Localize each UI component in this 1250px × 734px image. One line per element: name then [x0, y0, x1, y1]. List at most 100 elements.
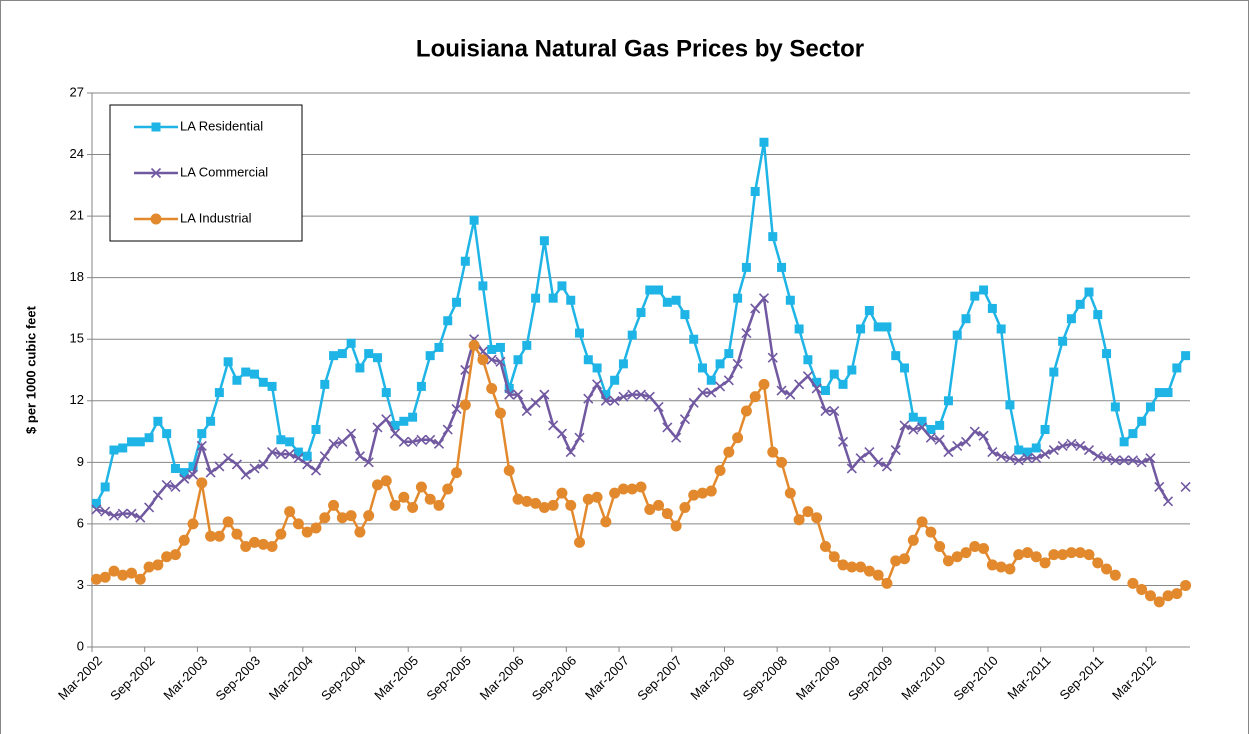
- data-point: [258, 377, 268, 387]
- data-point: [346, 428, 357, 439]
- data-point: [188, 461, 198, 471]
- data-point: [671, 432, 682, 443]
- data-point: [547, 499, 559, 511]
- data-point: [942, 555, 954, 567]
- data-point: [856, 324, 866, 334]
- data-point: [706, 375, 716, 385]
- data-point: [197, 429, 207, 439]
- data-point: [846, 463, 857, 474]
- data-point: [811, 512, 823, 524]
- data-point: [653, 499, 665, 511]
- data-point: [899, 420, 910, 431]
- data-point: [741, 328, 752, 339]
- data-point: [398, 436, 409, 447]
- y-tick-label: 0: [77, 638, 84, 653]
- data-point: [1066, 438, 1077, 449]
- data-point: [424, 493, 436, 505]
- data-point: [143, 561, 155, 573]
- data-point: [196, 477, 208, 489]
- data-point: [118, 443, 128, 453]
- data-point: [443, 316, 453, 326]
- data-point: [750, 186, 760, 196]
- data-point: [908, 412, 918, 422]
- data-point: [679, 501, 691, 513]
- data-point: [1180, 579, 1192, 591]
- data-point: [556, 428, 568, 439]
- data-point: [1110, 455, 1121, 466]
- data-point: [899, 553, 911, 565]
- data-point: [214, 461, 225, 472]
- data-point: [1066, 314, 1076, 324]
- data-point: [1127, 455, 1138, 466]
- data-point: [223, 453, 234, 464]
- data-point: [504, 389, 515, 400]
- y-tick-label: 21: [70, 208, 84, 223]
- data-point: [433, 438, 445, 449]
- data-point: [723, 375, 734, 386]
- data-point: [943, 447, 954, 458]
- data-point: [416, 434, 427, 445]
- data-point: [812, 377, 822, 387]
- data-point: [240, 469, 251, 480]
- data-point: [135, 437, 145, 447]
- data-point: [1153, 596, 1165, 608]
- data-point: [451, 467, 463, 479]
- data-point: [328, 499, 340, 511]
- data-point: [837, 436, 849, 447]
- data-point: [460, 364, 471, 376]
- data-point: [1021, 547, 1033, 559]
- data-point: [557, 281, 567, 291]
- data-point: [372, 353, 382, 363]
- data-point: [250, 369, 260, 379]
- data-point: [408, 412, 418, 422]
- data-point: [714, 465, 726, 477]
- data-point: [960, 547, 972, 559]
- data-point: [784, 487, 796, 499]
- data-point: [214, 388, 224, 398]
- data-point: [838, 379, 848, 389]
- data-point: [925, 432, 936, 443]
- data-point: [513, 355, 523, 365]
- data-point: [292, 518, 304, 530]
- data-point: [91, 498, 101, 508]
- y-tick-label: 27: [70, 84, 84, 99]
- legend: LA Residential LA Commercial LA Industrial: [109, 104, 303, 242]
- data-point: [503, 465, 515, 477]
- data-point: [758, 293, 770, 304]
- data-point: [213, 530, 225, 542]
- data-point: [1137, 416, 1147, 426]
- data-point: [978, 430, 989, 441]
- data-point: [1058, 336, 1068, 346]
- data-point: [416, 381, 426, 391]
- data-point: [776, 456, 788, 468]
- data-point: [355, 363, 365, 373]
- data-point: [539, 236, 549, 246]
- data-point: [1065, 547, 1077, 559]
- data-point: [662, 422, 673, 433]
- data-point: [697, 363, 707, 373]
- series: [91, 293, 1191, 523]
- data-point: [749, 391, 761, 403]
- data-point: [706, 387, 717, 398]
- data-point: [679, 414, 690, 425]
- data-point: [635, 481, 647, 493]
- data-point: [644, 391, 655, 402]
- data-point: [1039, 449, 1051, 460]
- data-point: [582, 493, 594, 505]
- data-point: [478, 281, 488, 291]
- data-point: [758, 378, 770, 390]
- data-point: [108, 565, 120, 577]
- data-point: [996, 324, 1006, 334]
- data-point: [1031, 443, 1041, 453]
- data-point: [1040, 425, 1050, 435]
- data-point: [591, 491, 603, 503]
- data-point: [987, 447, 998, 458]
- data-point: [908, 424, 919, 435]
- data-point: [1083, 444, 1095, 456]
- data-point: [364, 349, 374, 359]
- data-point: [960, 436, 972, 447]
- data-point: [794, 324, 804, 334]
- data-point: [951, 551, 963, 563]
- data-point: [232, 375, 242, 385]
- series: [91, 137, 1191, 508]
